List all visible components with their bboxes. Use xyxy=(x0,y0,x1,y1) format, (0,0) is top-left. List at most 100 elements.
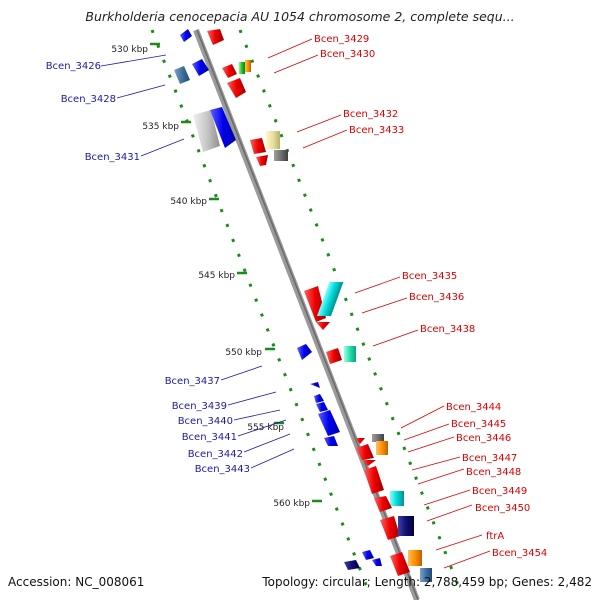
leader-line xyxy=(400,405,445,429)
gene-box[interactable] xyxy=(376,441,388,455)
gene-arrow[interactable] xyxy=(250,138,266,154)
accession-text: Accession: NC_008061 xyxy=(8,575,145,589)
leader-line xyxy=(140,138,185,157)
gene-label[interactable]: Bcen_3444 xyxy=(446,402,501,413)
tick-label: 540 kbp xyxy=(170,197,207,207)
tick-label: 560 kbp xyxy=(273,499,310,509)
gene-arrow[interactable] xyxy=(362,550,374,560)
gene-label[interactable]: Bcen_3436 xyxy=(409,292,464,303)
tick-label: 535 kbp xyxy=(142,122,179,132)
gene-arrow[interactable] xyxy=(362,460,376,466)
gene-features xyxy=(174,29,432,582)
gene-arrow[interactable] xyxy=(318,410,340,436)
gene-arrow[interactable] xyxy=(314,394,324,403)
gene-label[interactable]: Bcen_3441 xyxy=(182,432,237,443)
gene-box[interactable] xyxy=(398,516,414,536)
leader-line xyxy=(435,534,483,551)
gene-box[interactable] xyxy=(274,150,288,161)
gene-label[interactable]: Bcen_3431 xyxy=(85,152,140,163)
gene-arrow[interactable] xyxy=(256,155,268,166)
leader-line xyxy=(273,54,319,74)
leader-line xyxy=(354,276,401,294)
gene-arrow[interactable] xyxy=(326,348,342,364)
tick-label: 545 kbp xyxy=(198,271,235,281)
leader-line xyxy=(372,329,419,347)
gene-label[interactable]: Bcen_3443 xyxy=(195,464,250,475)
leader-line xyxy=(426,504,473,522)
gene-arrow[interactable] xyxy=(356,444,374,460)
gene-arrow[interactable] xyxy=(390,552,410,576)
gene-arrow[interactable] xyxy=(174,66,190,84)
gene-label[interactable]: Bcen_3450 xyxy=(475,503,530,514)
tick-label: 555 kbp xyxy=(247,423,284,433)
gene-arrow[interactable] xyxy=(180,29,192,42)
gene-arrow[interactable] xyxy=(324,436,338,446)
gene-box[interactable] xyxy=(344,346,356,362)
leader-line xyxy=(423,489,471,506)
gene-label[interactable]: Bcen_3454 xyxy=(492,548,547,559)
gene-label[interactable]: Bcen_3426 xyxy=(46,61,101,72)
leader-line xyxy=(267,38,313,59)
gene-label[interactable]: Bcen_3433 xyxy=(349,125,404,136)
leader-line xyxy=(407,436,455,453)
gene-label[interactable]: Bcen_3449 xyxy=(472,486,527,497)
leader-line xyxy=(227,391,277,406)
leader-line xyxy=(417,468,465,485)
gene-box[interactable] xyxy=(266,131,280,149)
leader-line xyxy=(302,129,348,149)
leader-line xyxy=(233,409,281,421)
gene-arrow[interactable] xyxy=(372,558,382,566)
gene-label[interactable]: Bcen_3447 xyxy=(462,453,517,464)
leader-line xyxy=(100,54,167,67)
genome-summary: Topology: circular; Length: 2,788,459 bp… xyxy=(262,575,592,589)
leader-line xyxy=(220,365,263,381)
gene-label[interactable]: Bcen_3437 xyxy=(165,376,220,387)
gene-label[interactable]: Bcen_3438 xyxy=(420,324,475,335)
gene-box[interactable] xyxy=(239,62,245,74)
gene-arrow[interactable] xyxy=(192,59,209,76)
map-title: Burkholderia cenocepacia AU 1054 chromos… xyxy=(85,9,515,24)
gene-label[interactable]: Bcen_3439 xyxy=(172,401,227,412)
leader-line xyxy=(250,448,295,469)
gene-box[interactable] xyxy=(420,568,432,582)
gene-arrow[interactable] xyxy=(297,344,312,360)
gene-label[interactable]: Bcen_3432 xyxy=(343,109,398,120)
gene-arrow[interactable] xyxy=(310,382,320,388)
gene-label[interactable]: Bcen_3428 xyxy=(61,94,116,105)
gene-arrow[interactable] xyxy=(374,496,392,512)
leader-line xyxy=(411,456,461,471)
gene-box[interactable] xyxy=(372,434,384,442)
gene-label[interactable]: Bcen_3446 xyxy=(456,433,511,444)
gene-label[interactable]: ftrA xyxy=(486,531,504,542)
gene-label[interactable]: Bcen_3440 xyxy=(178,416,233,427)
tick-label: 530 kbp xyxy=(111,45,148,55)
gene-label[interactable]: Bcen_3430 xyxy=(320,49,375,60)
gene-arrow[interactable] xyxy=(344,560,360,570)
gene-arrow[interactable] xyxy=(316,402,328,412)
gene-label[interactable]: Bcen_3429 xyxy=(314,34,369,45)
gene-box[interactable] xyxy=(316,282,344,316)
gene-arrow[interactable] xyxy=(364,466,384,494)
gene-arrow[interactable] xyxy=(207,29,224,45)
gene-box[interactable] xyxy=(245,60,251,72)
gene-arrow[interactable] xyxy=(193,110,220,152)
gene-arrow[interactable] xyxy=(222,64,237,78)
gene-arrow[interactable] xyxy=(355,438,365,444)
gene-box[interactable] xyxy=(408,550,422,566)
gene-label[interactable]: Bcen_3442 xyxy=(188,449,243,460)
gene-arrow[interactable] xyxy=(210,107,236,148)
gene-label[interactable]: Bcen_3435 xyxy=(402,271,457,282)
gene-label[interactable]: Bcen_3448 xyxy=(466,467,521,478)
gene-arrow[interactable] xyxy=(380,516,400,540)
gene-label[interactable]: Bcen_3445 xyxy=(451,419,506,430)
leader-line xyxy=(116,84,166,99)
gene-arrow[interactable] xyxy=(227,78,246,98)
leader-line xyxy=(243,433,291,453)
right-gene-labels: Bcen_3429 Bcen_3430 Bcen_3432 Bcen_3433 … xyxy=(267,34,547,569)
gene-box[interactable] xyxy=(390,491,404,506)
left-gene-labels: Bcen_3426 Bcen_3428 Bcen_3431 Bcen_3437 … xyxy=(46,54,295,475)
leader-line xyxy=(443,550,491,569)
gene-arrow[interactable] xyxy=(316,322,330,330)
